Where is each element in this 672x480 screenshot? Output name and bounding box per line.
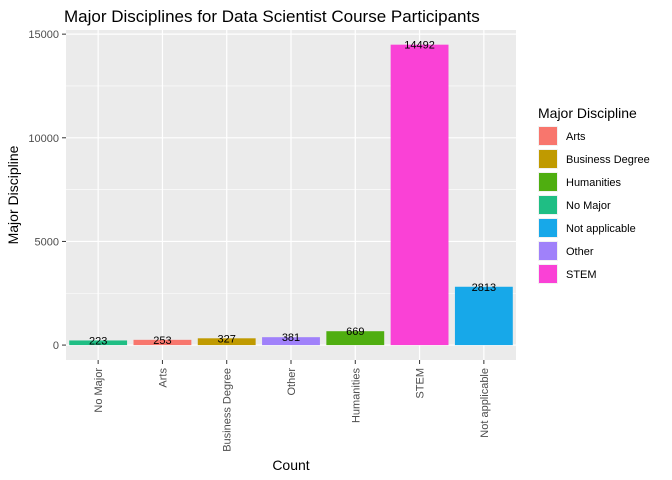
bar-humanities <box>326 331 385 346</box>
legend-swatch <box>539 219 557 237</box>
x-tick-label: Other <box>286 368 298 396</box>
x-tick-label: Arts <box>157 368 169 388</box>
grid-lines <box>66 30 516 360</box>
legend-title: Major Discipline <box>538 105 637 121</box>
bars <box>69 44 513 346</box>
bar-other <box>262 337 320 346</box>
legend-swatch <box>539 173 557 191</box>
y-tick-label: 15000 <box>28 29 59 41</box>
chart-title: Major Disciplines for Data Scientist Cou… <box>64 7 480 26</box>
y-tick-label: 10000 <box>28 133 59 145</box>
y-axis-title: Major Discipline <box>5 145 21 244</box>
data-label: 2813 <box>472 282 496 294</box>
x-axis: No Major Arts Business Degree Other Humaniti… <box>93 360 491 452</box>
y-tick-label: 5000 <box>35 236 59 248</box>
y-tick-label: 0 <box>53 340 59 352</box>
legend-label: Other <box>566 246 594 258</box>
data-label: 381 <box>282 332 300 344</box>
legend-label: Business Degree <box>566 154 650 166</box>
legend-swatch <box>539 242 557 260</box>
legend-swatch <box>539 127 557 145</box>
x-tick-label: Business Degree <box>222 368 234 452</box>
data-label: 327 <box>218 333 236 345</box>
data-label: 14492 <box>404 40 435 52</box>
legend-label: Humanities <box>566 177 622 189</box>
legend-label: No Major <box>566 200 611 212</box>
y-axis: 0 5000 10000 15000 <box>28 29 66 352</box>
x-tick-label: STEM <box>415 368 427 399</box>
x-axis-title: Count <box>272 457 309 473</box>
bar-stem <box>390 44 449 346</box>
x-tick-label: Humanities <box>350 368 362 424</box>
legend-label: STEM <box>566 269 597 281</box>
data-labels: 223 253 327 381 669 14492 2813 <box>89 40 496 348</box>
legend-label: Not applicable <box>566 223 636 235</box>
legend-swatch <box>539 196 557 214</box>
data-label: 253 <box>153 335 171 347</box>
legend-swatch <box>539 150 557 168</box>
legend-items: Arts Business Degree Humanities No Major Not… <box>538 126 650 284</box>
x-tick-label: No Major <box>93 368 105 413</box>
legend-swatch <box>539 265 557 283</box>
bar-not-applicable <box>454 286 513 346</box>
legend-label: Arts <box>566 131 586 143</box>
data-label: 223 <box>89 335 107 347</box>
legend: Major Discipline Arts Business Degree Huma… <box>538 105 650 284</box>
x-tick-label: Not applicable <box>479 368 491 438</box>
data-label: 669 <box>346 326 364 338</box>
bar-business-degree <box>197 338 256 346</box>
bar-no-major <box>69 340 128 346</box>
bar-arts <box>133 339 192 346</box>
